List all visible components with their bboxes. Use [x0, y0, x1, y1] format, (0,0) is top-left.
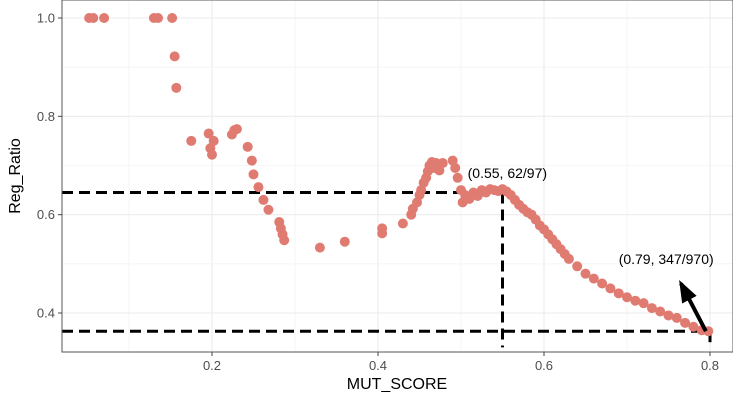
grid: [62, 0, 733, 352]
data-point: [437, 158, 448, 169]
data-point: [88, 13, 99, 23]
data-point: [258, 194, 269, 205]
data-point: [279, 235, 290, 246]
data-point: [169, 51, 180, 62]
data-points: [84, 13, 714, 337]
data-point: [377, 228, 388, 239]
y-tick-label: 0.6: [37, 207, 55, 222]
data-point: [231, 124, 242, 135]
data-point: [597, 278, 608, 289]
y-axis-ticks: 0.4 0.6 0.8 1.0: [37, 11, 62, 321]
annotation-label: (0.79, 347/970): [619, 251, 714, 267]
data-point: [630, 295, 641, 306]
data-point: [638, 298, 649, 309]
x-tick-label: 0.8: [701, 358, 719, 373]
data-point: [314, 242, 325, 253]
data-point: [171, 82, 182, 93]
data-point: [655, 306, 666, 317]
data-point: [605, 283, 616, 294]
annotation-label: (0.55, 62/97): [468, 165, 547, 181]
x-tick-label: 0.6: [535, 358, 553, 373]
y-tick-label: 0.4: [37, 306, 55, 321]
data-point: [680, 317, 691, 328]
data-point: [450, 162, 461, 173]
data-point: [613, 288, 624, 299]
x-tick-label: 0.2: [203, 358, 221, 373]
data-point: [248, 169, 259, 180]
data-point: [622, 292, 632, 303]
annotation-arrow-head: [679, 279, 697, 304]
data-point: [563, 253, 574, 264]
x-axis-title: MUT_SCORE: [347, 376, 447, 393]
data-point: [153, 13, 164, 23]
data-point: [580, 268, 591, 279]
y-tick-label: 0.8: [37, 109, 55, 124]
data-point: [646, 303, 657, 314]
data-point: [452, 172, 463, 183]
annotations: (0.55, 62/97) (0.79, 347/970): [468, 165, 714, 333]
data-point: [397, 218, 408, 229]
data-point: [186, 135, 197, 146]
data-point: [167, 13, 178, 23]
data-point: [208, 135, 219, 146]
data-point: [339, 236, 350, 247]
data-point: [572, 261, 583, 272]
data-point: [203, 128, 214, 139]
data-point: [263, 204, 274, 215]
x-tick-label: 0.4: [369, 358, 387, 373]
data-point: [246, 155, 257, 166]
data-point: [588, 273, 599, 284]
y-tick-label: 1.0: [37, 11, 55, 26]
plot-border: [61, 0, 733, 353]
data-point: [663, 310, 674, 321]
data-point: [688, 321, 699, 332]
x-axis-ticks: 0.2 0.4 0.6 0.8: [203, 352, 719, 373]
data-point: [99, 13, 110, 23]
data-point: [207, 149, 217, 160]
y-axis-title: Reg_Ratio: [7, 138, 24, 214]
data-point: [253, 182, 264, 193]
data-point: [671, 312, 682, 323]
data-point: [242, 141, 253, 152]
